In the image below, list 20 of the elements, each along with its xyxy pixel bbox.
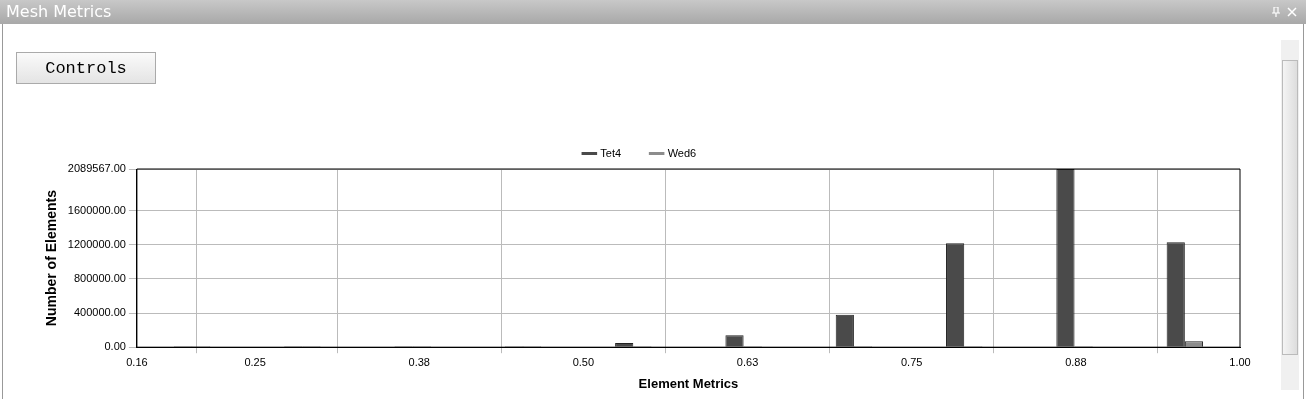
y-tick-label: 0.00 xyxy=(104,340,126,353)
x-tick-label: 0.50 xyxy=(572,355,595,368)
x-tick-label: 0.25 xyxy=(244,355,266,368)
y-tick-label: 2089567.00 xyxy=(67,162,126,175)
y-tick-label: 1200000.00 xyxy=(67,237,126,250)
chart-title: Mesh Metrics xyxy=(6,2,112,21)
x-tick-label: 0.16 xyxy=(126,355,148,368)
y-tick-label: 800000.00 xyxy=(73,272,126,285)
legend-label: Tet4 xyxy=(600,146,622,159)
y-tick-label: 400000.00 xyxy=(73,306,126,319)
text: Controls xyxy=(16,52,156,84)
x-axis-title: Element Metrics xyxy=(638,375,739,391)
x-tick-label: 1.00 xyxy=(1229,355,1251,368)
x-tick-label: 0.75 xyxy=(900,355,923,368)
x-tick-label: 0.38 xyxy=(408,355,430,368)
y-axis-title: Number of Elements xyxy=(43,189,60,327)
x-tick-label: 0.88 xyxy=(1065,355,1087,368)
y-tick-label: 1600000.00 xyxy=(67,203,126,216)
legend-label: Wed6 xyxy=(667,146,697,159)
x-tick-label: 0.63 xyxy=(736,355,759,368)
